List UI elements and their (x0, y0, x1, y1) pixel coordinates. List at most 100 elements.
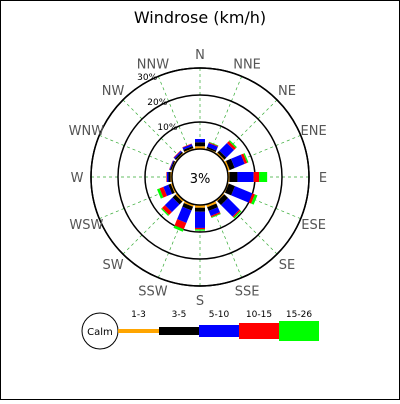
bar-s-10-15 (195, 227, 205, 230)
bar-ssw-5-10 (177, 206, 192, 223)
ring-label-10pct: 10% (157, 123, 177, 133)
bar-stack-sw (161, 193, 184, 216)
legend-label-5-10: 5-10 (209, 310, 230, 320)
legend-swatch-10-15 (239, 323, 279, 339)
bar-stack-e (228, 172, 268, 182)
bar-e-15-26 (259, 172, 268, 182)
bar-ene-5-10 (230, 154, 245, 169)
bar-ne-5-10 (219, 142, 235, 158)
bar-stack-ene (223, 153, 249, 171)
bar-n-5-10 (195, 139, 205, 143)
bar-sw-15-26 (161, 207, 170, 216)
direction-label-ne: NE (278, 84, 296, 99)
direction-label-ene: ENE (301, 124, 327, 139)
calm-percent-label: 3% (190, 172, 211, 187)
bar-ssw-10-15 (174, 219, 187, 230)
bar-s-5-10 (195, 211, 205, 228)
legend: Calm 1-3 3-5 5-10 10-15 15-26 (81, 310, 319, 350)
spoke-line-nne (210, 76, 243, 152)
calm-circle (171, 148, 229, 206)
direction-label-wsw: WSW (69, 218, 103, 233)
spoke-line-wnw (99, 134, 175, 167)
bar-s-3-5 (195, 207, 205, 212)
bar-stack-ssw (173, 200, 194, 232)
legend-swatch-15-26 (279, 321, 319, 341)
ring-20pct (117, 94, 283, 260)
rose-plot: 10% 20% 30% 3% N NNE NE ENE E ESE SE SSE S SSW SW WSW W W… (69, 48, 327, 309)
bar-ssw-3-5 (182, 202, 194, 211)
bar-ssw-1-3 (183, 200, 194, 207)
bar-nnw-5-10 (182, 143, 193, 150)
chart-title: Windrose (km/h) (134, 8, 266, 27)
bar-ese-3-5 (224, 183, 236, 196)
bar-ne-15-26 (228, 140, 237, 149)
bar-sw-5-10 (164, 197, 180, 213)
bar-sw-10-15 (161, 205, 172, 216)
bar-ese-5-10 (231, 186, 253, 203)
ring-label-30pct: 30% (137, 73, 157, 83)
bar-ese-10-15 (248, 193, 255, 204)
bar-ene-3-5 (225, 158, 235, 171)
bar-nne-3-5 (206, 146, 217, 153)
bar-ne-10-15 (226, 141, 236, 151)
bar-wsw-5-10 (163, 184, 173, 197)
spoke-line-nnw (157, 76, 190, 152)
bar-wsw-15-26 (157, 188, 164, 199)
bar-nnw-10-15 (182, 143, 192, 148)
legend-label-1-3: 1-3 (131, 310, 146, 320)
legend-label-3-5: 3-5 (172, 310, 187, 320)
direction-label-se: SE (279, 258, 295, 273)
bar-e-5-10 (237, 172, 254, 182)
bar-s-1-3 (195, 205, 205, 208)
bar-sse-1-3 (206, 200, 217, 208)
bar-nne-10-15 (208, 142, 219, 147)
bar-stack-ese (223, 183, 258, 205)
bar-ene-10-15 (240, 153, 248, 164)
direction-label-ssw: SSW (138, 285, 168, 300)
bar-sse-3-5 (207, 203, 218, 212)
bar-nw-5-10 (173, 150, 182, 159)
legend-calm-label: Calm (87, 327, 113, 338)
legend-label-10-15: 10-15 (246, 310, 272, 320)
bar-wnw-5-10 (169, 160, 174, 170)
ring-label-20pct: 20% (147, 98, 167, 108)
bar-nw-10-15 (173, 150, 181, 158)
bar-e-10-15 (253, 172, 260, 182)
spoke-line-sse (210, 202, 243, 278)
bar-sse-15-26 (211, 213, 221, 219)
bar-wnw-3-5 (169, 160, 176, 171)
bar-sw-3-5 (172, 194, 183, 205)
bar-ene-15-26 (243, 153, 249, 163)
bar-stack-ne (216, 140, 237, 161)
legend-label-15-26: 15-26 (286, 310, 312, 320)
bar-ene-1-3 (223, 160, 230, 171)
bar-se-5-10 (221, 198, 240, 217)
bar-sw-1-3 (175, 193, 184, 202)
bar-sse-5-10 (208, 207, 220, 217)
bar-se-15-26 (233, 210, 242, 219)
direction-label-nnw: NNW (137, 57, 169, 72)
bar-w-5-10 (166, 172, 169, 182)
bar-ese-15-26 (251, 194, 258, 205)
direction-label-nw: NW (102, 84, 125, 99)
direction-label-s: S (196, 294, 204, 309)
bar-stack-w (166, 172, 172, 182)
direction-label-w: W (71, 171, 84, 186)
bar-ssw-15-26 (173, 225, 184, 232)
direction-label-nne: NNE (233, 57, 261, 72)
direction-label-sse: SSE (235, 285, 260, 300)
bar-nnw-3-5 (183, 145, 194, 152)
bar-s-15-26 (195, 229, 205, 231)
outer-ring (90, 67, 310, 287)
bar-ne-3-5 (217, 150, 227, 160)
direction-label-n: N (195, 48, 205, 63)
bar-nne-15-26 (208, 141, 219, 147)
bar-w-10-15 (166, 172, 167, 182)
bar-sse-10-15 (210, 212, 221, 218)
direction-label-e: E (319, 171, 327, 186)
bar-stack-s (195, 205, 205, 231)
legend-swatch-5-10 (199, 325, 239, 337)
bar-n-1-3 (195, 146, 205, 149)
